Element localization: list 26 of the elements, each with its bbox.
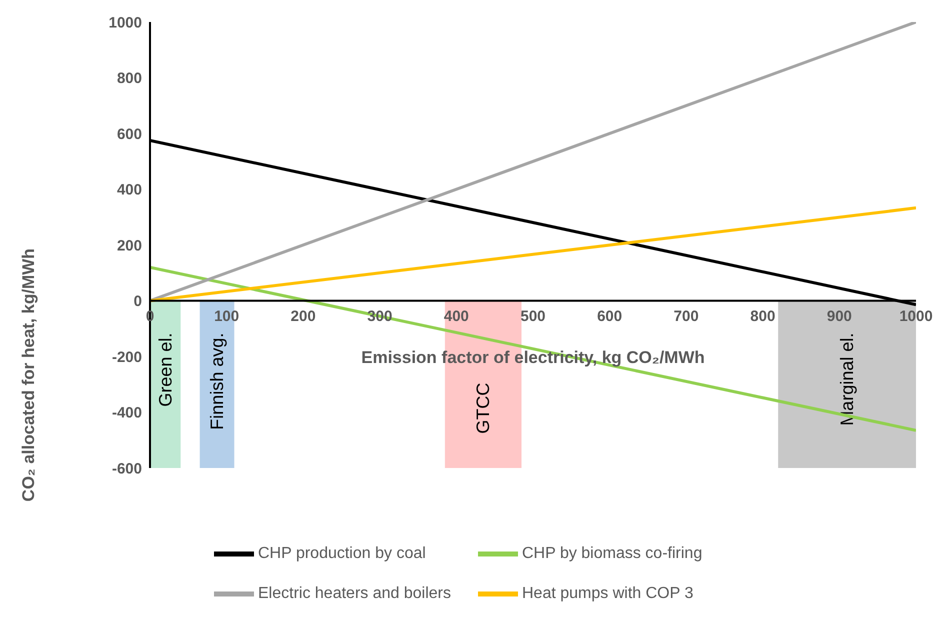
band-label: Finnish avg. <box>207 332 228 430</box>
band-label: GTCC <box>473 382 494 434</box>
y-tick-label: -200 <box>112 348 142 366</box>
y-axis-title: CO₂ allocated for heat, kg/MWh <box>19 248 38 502</box>
x-tick-label: 400 <box>444 308 469 325</box>
y-tick-label: 800 <box>116 70 142 88</box>
y-tick-label: 0 <box>134 293 142 310</box>
x-tick-label: 100 <box>214 308 240 325</box>
y-tick-label: -600 <box>112 460 142 478</box>
y-tick-label: -400 <box>112 404 142 422</box>
y-tick-label: 600 <box>116 126 142 143</box>
x-tick-label: 700 <box>674 308 699 325</box>
band-label: Green el. <box>155 332 176 407</box>
legend-label: Heat pumps with COP 3 <box>522 584 694 604</box>
x-tick-label: 600 <box>597 308 622 325</box>
y-tick-label: 200 <box>116 237 142 254</box>
legend-label: CHP production by coal <box>258 544 427 564</box>
x-tick-label: 900 <box>826 308 852 325</box>
y-tick-label: 1000 <box>108 14 142 32</box>
x-tick-label: 800 <box>750 308 776 325</box>
x-tick-label: 1000 <box>899 308 933 325</box>
legend-label: Electric heaters and boilers <box>258 584 452 604</box>
x-tick-label: 500 <box>520 308 546 325</box>
legend-label: CHP by biomass co-firing <box>522 544 704 564</box>
y-tick-label: 400 <box>116 182 142 199</box>
x-tick-label: 200 <box>290 308 316 325</box>
